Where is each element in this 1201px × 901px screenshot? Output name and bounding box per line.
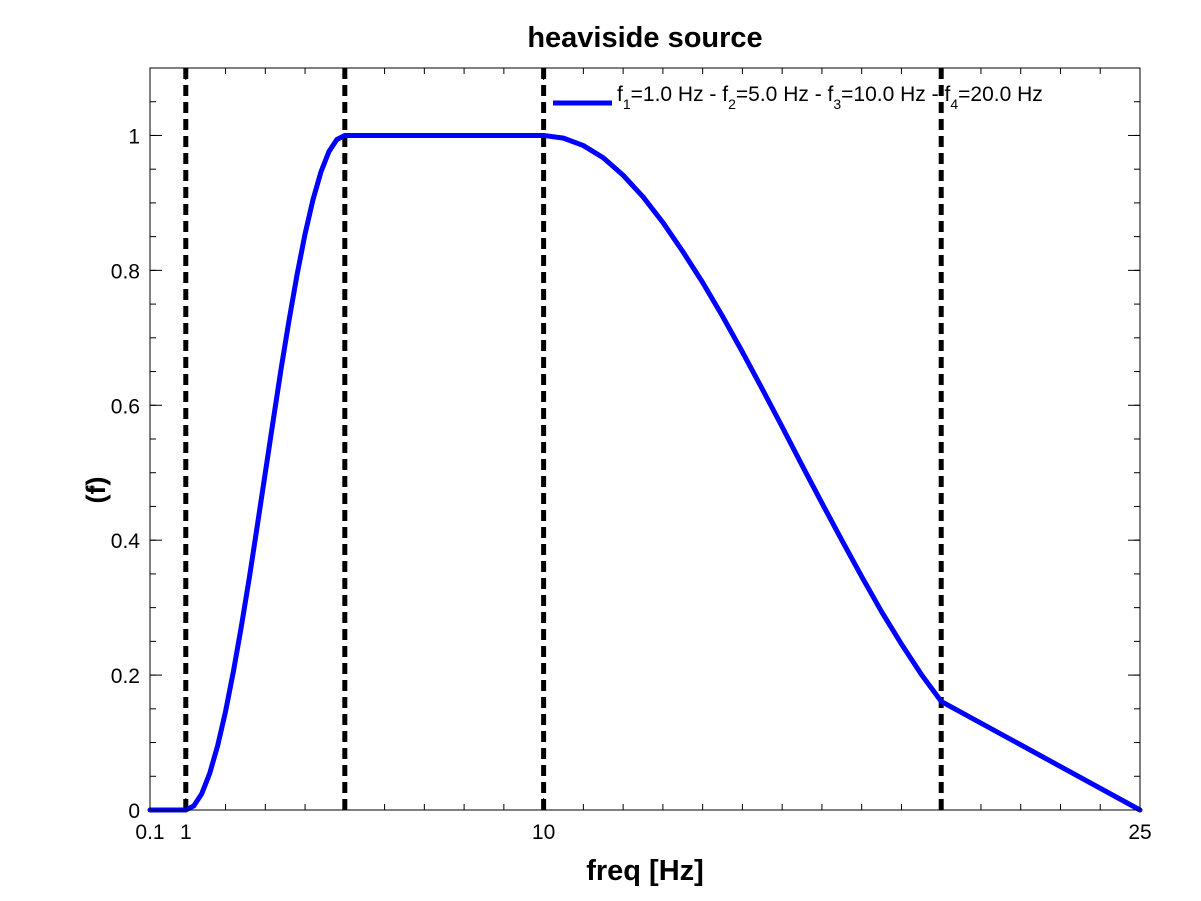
legend: f1=1.0 Hz - f2=5.0 Hz - f3=10.0 Hz - f4=… [553, 83, 1043, 112]
y-tick-label: 0.2 [111, 665, 140, 688]
legend-subscript: 1 [623, 96, 631, 112]
x-axis-label: freq [Hz] [586, 855, 704, 887]
y-tick-label: 0.4 [111, 530, 141, 553]
y-tick-label: 0.6 [111, 395, 140, 418]
series-layer [147, 132, 1143, 813]
chart-title: heaviside source [527, 22, 762, 54]
x-tick-label: 25 [1128, 821, 1151, 844]
legend-symbol: f [617, 83, 623, 106]
y-axis-label: (f) [81, 477, 111, 504]
y-axis-ticks: 0 0.2 0.4 0.6 0.8 1 [111, 125, 1140, 823]
x-axis-ticks: 0.1 1 10 25 [135, 68, 1152, 844]
legend-entry-text: f1=1.0 Hz - f2=5.0 Hz - f3=10.0 Hz - f4=… [617, 83, 1043, 112]
legend-subscript: 2 [728, 96, 736, 112]
legend-subscript: 4 [950, 96, 958, 112]
y-tick-label: 0.8 [111, 260, 140, 283]
plot-frame [149, 67, 1141, 811]
legend-value: =1.0 Hz - [631, 83, 723, 106]
series-line [147, 132, 1143, 813]
y-tick-label: 1 [128, 125, 140, 148]
y-axis-label-group: f (f) [81, 477, 111, 504]
legend-symbol: f [944, 83, 950, 106]
y-axis-label-prefix: f [87, 485, 97, 488]
y-tick-label: 0 [128, 800, 140, 823]
legend-value: =10.0 Hz - [841, 83, 944, 106]
legend-value: =20.0 Hz [958, 83, 1043, 106]
x-tick-label: 1 [180, 821, 192, 844]
legend-value: =5.0 Hz - [736, 83, 828, 106]
legend-symbol: f [722, 83, 728, 106]
legend-symbol: f [828, 83, 834, 106]
legend-subscript: 3 [833, 96, 841, 112]
x-tick-label: 0.1 [135, 821, 164, 844]
vertical-reference-lines [183, 68, 944, 810]
x-tick-label: 10 [532, 821, 555, 844]
